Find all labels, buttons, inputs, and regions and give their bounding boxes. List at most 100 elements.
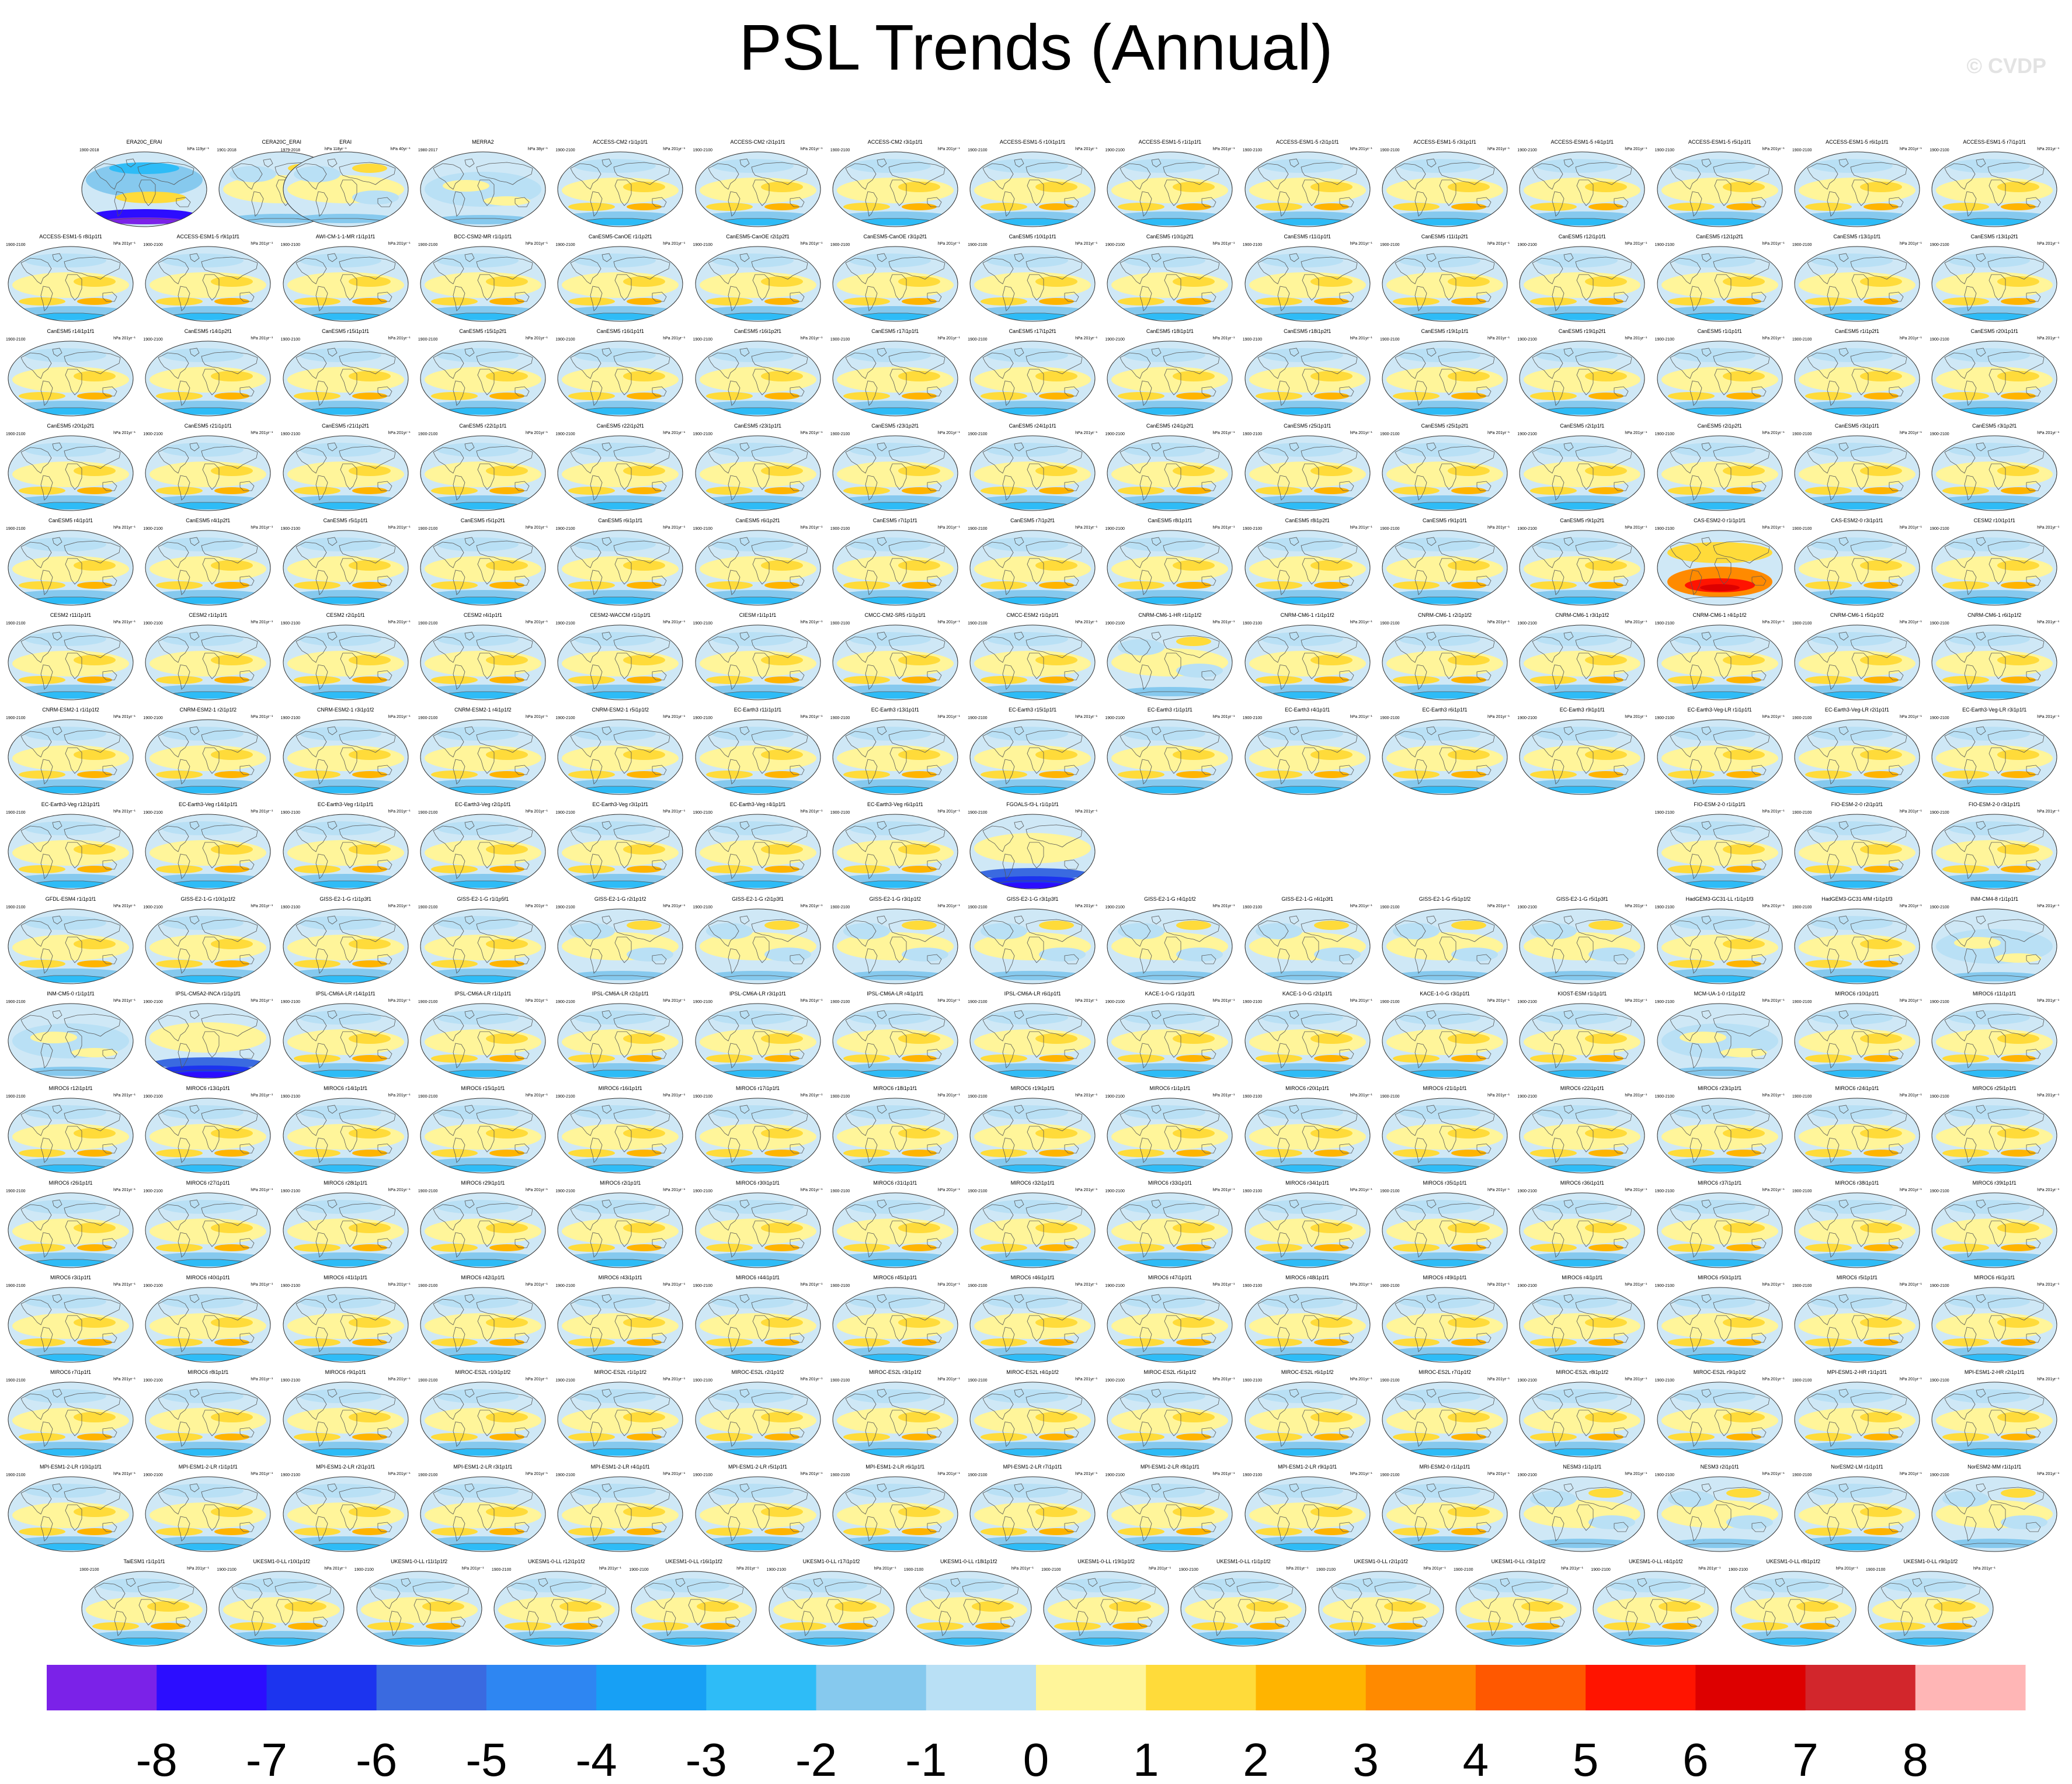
globe-map bbox=[1794, 341, 1920, 417]
map-panel: CMCC-ESM2 r1i1p1f1 1900-2100 hPa 201yr⁻¹ bbox=[967, 611, 1098, 704]
globe-map bbox=[1382, 1098, 1508, 1174]
panel-title: CNRM-CM6-1 r1i1p1f2 bbox=[1280, 612, 1334, 618]
panel-title: CanESM5 r10i1p1f1 bbox=[1009, 234, 1056, 240]
panel-period: 1900-2100 bbox=[1380, 716, 1400, 720]
panel-period: 1900-2100 bbox=[143, 811, 163, 815]
map-panel: NESM3 r1i1p1f1 1900-2100 hPa 201yr⁻¹ bbox=[1516, 1463, 1648, 1556]
panel-title: UKESM1-0-LL r2i1p1f2 bbox=[1354, 1559, 1409, 1564]
map-panel: EC-Earth3-Veg r12i1p1f1 1900-2100 hPa 201y… bbox=[5, 800, 137, 894]
panel-period: 1900-2100 bbox=[693, 716, 712, 720]
map-panel: MIROC6 r30i1p1f1 1900-2100 hPa 201yr⁻¹ bbox=[692, 1179, 824, 1272]
panel-units: hPa 201yr⁻¹ bbox=[800, 1283, 823, 1287]
globe-map bbox=[1657, 246, 1783, 322]
map-panel: CanESM5 r10i1p1f1 1900-2100 hPa 201yr⁻¹ bbox=[967, 232, 1098, 326]
globe-map bbox=[283, 435, 409, 511]
panel-title: FGOALS-f3-L r1i1p1f1 bbox=[1006, 801, 1059, 807]
globe-map bbox=[969, 1098, 1096, 1174]
map-panel: TaiESM1 r1i1p1f1 1900-2100 hPa 201yr⁻¹ bbox=[78, 1557, 210, 1651]
panel-units: hPa 201yr⁻¹ bbox=[1350, 1188, 1372, 1192]
panel-units: hPa 201yr⁻¹ bbox=[1762, 1188, 1785, 1192]
panel-period: 1900-2100 bbox=[418, 1095, 438, 1099]
panel-title: MIROC6 r30i1p1f1 bbox=[735, 1180, 780, 1186]
panel-period: 1900-2100 bbox=[6, 1095, 26, 1099]
panel-period: 1900-2100 bbox=[830, 1284, 850, 1288]
panel-units: hPa 201yr⁻¹ bbox=[1075, 336, 1098, 341]
panel-title: CanESM5 r23i1p1f1 bbox=[733, 423, 782, 429]
map-panel: UKESM1-0-LL r19i1p1f2 1900-2100 hPa 201yr⁻… bbox=[1040, 1557, 1172, 1651]
panel-title: MIROC6 r25i1p1f1 bbox=[1972, 1085, 2017, 1091]
panel-period: 1900-2100 bbox=[968, 1189, 988, 1193]
panel-units: hPa 201yr⁻¹ bbox=[2037, 904, 2060, 908]
map-panel: CMCC-CM2-SR5 r1i1p1f1 1900-2100 hPa 201yr⁻… bbox=[829, 611, 961, 704]
colorbar-swatch bbox=[1256, 1665, 1367, 1710]
panel-period: 1900-2100 bbox=[693, 905, 712, 910]
map-panel: CanESM5 r15i1p1f1 1900-2100 hPa 201yr⁻¹ bbox=[280, 327, 412, 421]
panel-units: hPa 201yr⁻¹ bbox=[1625, 1472, 1647, 1476]
panel-period: 1900-2100 bbox=[280, 905, 301, 910]
panel-title: MIROC6 r34i1p1f1 bbox=[1285, 1180, 1330, 1186]
map-panel: UKESM1-0-LL r2i1p1f2 1900-2100 hPa 201yr⁻¹ bbox=[1315, 1557, 1447, 1651]
map-panel: CanESM5 r17i1p1f1 1900-2100 hPa 201yr⁻¹ bbox=[829, 327, 961, 421]
globe-map bbox=[1107, 246, 1233, 322]
panel-title: MIROC6 r21i1p1f1 bbox=[1423, 1085, 1467, 1091]
map-panel: CNRM-CM6-1 r2i1p1f2 1900-2100 hPa 201yr⁻¹ bbox=[1379, 611, 1511, 704]
panel-period: 1900-2100 bbox=[1105, 716, 1125, 720]
colorbar-tick-label: 3 bbox=[1353, 1734, 1379, 1784]
panel-units: hPa 201yr⁻¹ bbox=[2037, 1094, 2060, 1098]
panel-units: hPa 201yr⁻¹ bbox=[1487, 715, 1510, 719]
panel-period: 1900-2100 bbox=[1380, 1379, 1400, 1383]
panel-period: 1900-2100 bbox=[693, 148, 712, 152]
panel-period: 1900-2100 bbox=[1792, 1095, 1812, 1099]
panel-units: hPa 201yr⁻¹ bbox=[1625, 336, 1647, 341]
panel-title: CanESM5 r24i1p2f1 bbox=[1146, 423, 1194, 429]
map-panel: ACCESS-ESM1-5 r7i1p1f1 1900-2100 hPa 201yr… bbox=[1928, 138, 2060, 231]
panel-units: hPa 201yr⁻¹ bbox=[1899, 147, 1922, 151]
panel-units: hPa 201yr⁻¹ bbox=[937, 999, 960, 1003]
map-panel: IPSL-CM6A-LR r1i1p1f1 1900-2100 hPa 201yr⁻… bbox=[417, 990, 549, 1083]
panel-units: hPa 201yr⁻¹ bbox=[388, 1283, 411, 1287]
map-panel: MIROC6 r46i1p1f1 1900-2100 hPa 201yr⁻¹ bbox=[967, 1273, 1098, 1367]
map-panel: FGOALS-f3-L r1i1p1f1 1900-2100 hPa 201yr⁻¹ bbox=[967, 800, 1098, 894]
map-panel: NESM3 r2i1p1f1 1900-2100 hPa 201yr⁻¹ bbox=[1654, 1463, 1786, 1556]
panel-title: CanESM5 r4i1p1f1 bbox=[48, 518, 93, 523]
panel-title: EC-Earth3-Veg-LR r3i1p1f1 bbox=[1962, 707, 2027, 713]
globe-map bbox=[832, 1287, 958, 1363]
panel-title: ACCESS-ESM1-5 r1i1p1f1 bbox=[1138, 139, 1202, 145]
globe-map bbox=[283, 1382, 409, 1457]
globe-map bbox=[1931, 1003, 2057, 1079]
panel-period: 1900-2100 bbox=[1792, 1000, 1812, 1004]
map-panel: CNRM-ESM2-1 r4i1p1f2 1900-2100 hPa 201yr⁻¹ bbox=[417, 706, 549, 799]
panel-units: hPa 201yr⁻¹ bbox=[1350, 1094, 1372, 1098]
map-panel: INM-CM4-8 r1i1p1f1 1900-2100 hPa 201yr⁻¹ bbox=[1928, 895, 2060, 988]
panel-units: hPa 201yr⁻¹ bbox=[800, 620, 823, 624]
panel-title: CESM2 r2i1p1f1 bbox=[326, 612, 365, 618]
panel-title: MIROC6 r1i1p1f1 bbox=[1149, 1085, 1191, 1091]
globe-map bbox=[1868, 1571, 1994, 1647]
globe-map bbox=[1244, 1192, 1371, 1268]
panel-units: hPa 201yr⁻¹ bbox=[1075, 904, 1098, 908]
panel-period: 1900-2100 bbox=[1380, 905, 1400, 910]
globe-map bbox=[1657, 1192, 1783, 1268]
panel-title: CNRM-ESM2-1 r1i1p1f2 bbox=[42, 707, 99, 713]
panel-period: 1900-2100 bbox=[830, 338, 850, 342]
panel-units: hPa 201yr⁻¹ bbox=[1899, 1377, 1922, 1382]
globe-map bbox=[493, 1571, 620, 1647]
globe-map bbox=[145, 719, 271, 795]
panel-title: MIROC6 r40i1p1f1 bbox=[186, 1275, 230, 1280]
globe-map bbox=[420, 1098, 546, 1174]
panel-period: 1900-2100 bbox=[1242, 527, 1263, 531]
map-panel: MIROC6 r19i1p1f1 1900-2100 hPa 201yr⁻¹ bbox=[967, 1084, 1098, 1178]
colorbar-tick-label: 0 bbox=[1023, 1734, 1049, 1784]
panel-period: 1900-2100 bbox=[555, 432, 575, 436]
globe-map bbox=[145, 435, 271, 511]
map-panel: CanESM5 r7i1p2f1 1900-2100 hPa 201yr⁻¹ bbox=[967, 516, 1098, 610]
panel-units: hPa 201yr⁻¹ bbox=[937, 1094, 960, 1098]
panel-period: 1900-2100 bbox=[968, 1379, 988, 1383]
panel-grid: ERA20C_ERAI 1900-2018 hPa 119yr⁻¹ CERA20C_E… bbox=[5, 138, 2060, 1647]
panel-period: 1900-2100 bbox=[1930, 905, 1949, 910]
globe-map bbox=[1794, 1382, 1920, 1457]
panel-units: hPa 201yr⁻¹ bbox=[1899, 526, 1922, 530]
panel-units: hPa 201yr⁻¹ bbox=[525, 620, 548, 624]
panel-period: 1900-2100 bbox=[6, 1379, 26, 1383]
panel-units: hPa 201yr⁻¹ bbox=[251, 904, 273, 908]
